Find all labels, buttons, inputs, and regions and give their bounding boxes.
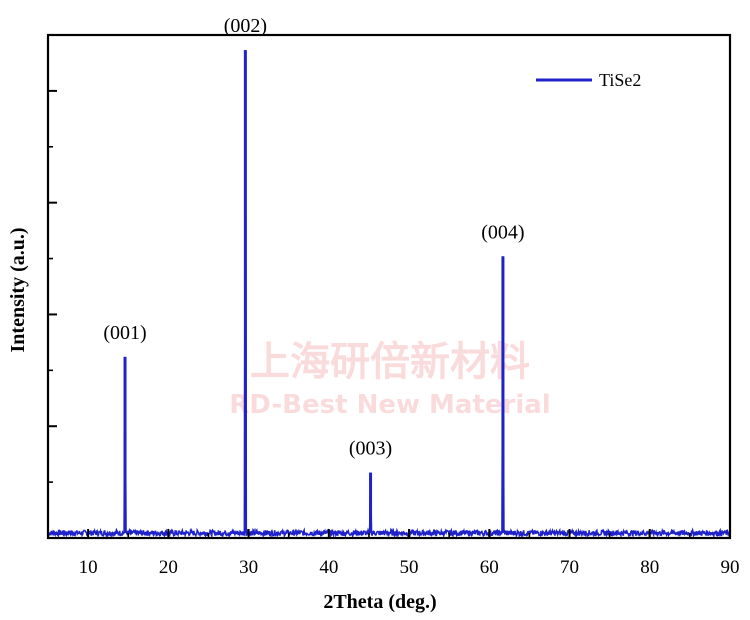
series-line bbox=[47, 50, 731, 539]
legend-label: TiSe2 bbox=[599, 70, 641, 90]
watermark: 上海研倍新材料 RD-Best New Material bbox=[229, 339, 550, 420]
plot-area: (001) (002) (003) (004) bbox=[47, 15, 731, 539]
legend: TiSe2 bbox=[536, 70, 641, 90]
watermark-line-2: RD-Best New Material bbox=[229, 390, 550, 420]
x-tick-label: 80 bbox=[640, 557, 659, 578]
peak-annotation: (003) bbox=[349, 438, 392, 460]
x-tick-label: 60 bbox=[480, 557, 499, 578]
peak-annotation: (004) bbox=[481, 221, 524, 243]
x-tick-label: 40 bbox=[319, 557, 338, 578]
peak-annotation: (002) bbox=[224, 15, 267, 37]
watermark-line-1: 上海研倍新材料 bbox=[250, 339, 530, 385]
x-tick-label: 50 bbox=[400, 557, 419, 578]
axes: 10 20 30 40 50 60 70 80 90 bbox=[46, 33, 740, 578]
x-tick-label: 30 bbox=[239, 557, 258, 578]
plot-frame bbox=[46, 33, 732, 540]
peak-annotation: (001) bbox=[103, 322, 146, 344]
x-tick-label: 20 bbox=[159, 557, 178, 578]
x-tick-label: 70 bbox=[560, 557, 579, 578]
x-tick-label: 90 bbox=[721, 557, 740, 578]
x-axis-title: 2Theta (deg.) bbox=[323, 591, 436, 613]
y-axis-title: Intensity (a.u.) bbox=[7, 227, 29, 352]
x-tick-label: 10 bbox=[79, 557, 98, 578]
